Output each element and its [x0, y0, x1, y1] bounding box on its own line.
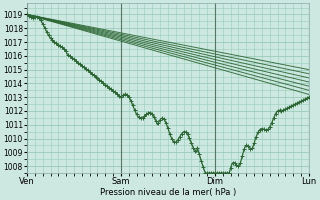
- X-axis label: Pression niveau de la mer( hPa ): Pression niveau de la mer( hPa ): [100, 188, 236, 197]
